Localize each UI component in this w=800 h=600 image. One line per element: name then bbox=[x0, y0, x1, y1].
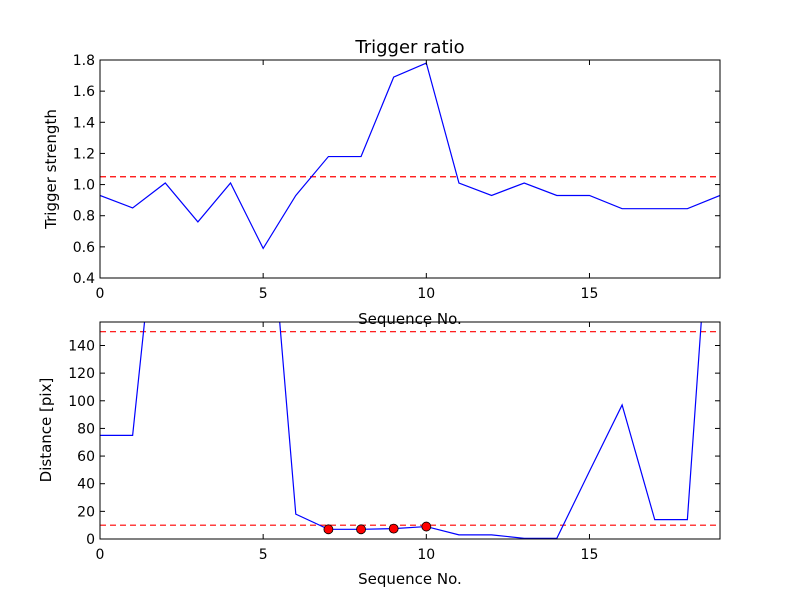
trigger-ratio-x-tick-label: 5 bbox=[259, 286, 268, 302]
distance-y-axis-label: Distance [pix] bbox=[37, 378, 55, 483]
trigger-ratio-y-tick-label: 0.4 bbox=[73, 271, 95, 287]
trigger-ratio-series-line bbox=[100, 62, 720, 250]
trigger-ratio-y-tick-label: 1.0 bbox=[73, 178, 95, 194]
distance-y-tick-label: 80 bbox=[77, 421, 95, 437]
distance-y-tick-label: 120 bbox=[68, 366, 95, 382]
trigger-ratio-y-tick-label: 1.4 bbox=[73, 115, 95, 131]
distance-y-tick-label: 40 bbox=[77, 477, 95, 493]
trigger-ratio-axes: Trigger ratio Sequence No. Trigger stren… bbox=[42, 37, 721, 328]
distance-x-tick-label: 10 bbox=[417, 547, 435, 563]
distance-y-tick-label: 20 bbox=[77, 504, 95, 520]
distance-y-tick-label: 0 bbox=[86, 532, 95, 548]
trigger-ratio-x-tick-label: 15 bbox=[581, 286, 599, 302]
data-point-marker bbox=[323, 524, 334, 535]
trigger-ratio-x-axis-label: Sequence No. bbox=[358, 310, 462, 328]
distance-y-tick-label: 100 bbox=[68, 394, 95, 410]
distance-axes-frame bbox=[99, 321, 721, 540]
distance-x-tick-label: 5 bbox=[259, 547, 268, 563]
data-point-marker bbox=[421, 521, 432, 532]
trigger-ratio-axes-frame bbox=[99, 59, 721, 279]
distance-x-tick-label: 15 bbox=[581, 547, 599, 563]
trigger-ratio-x-tick-label: 10 bbox=[417, 286, 435, 302]
trigger-ratio-x-tick-label: 0 bbox=[96, 286, 105, 302]
distance-y-tick-label: 60 bbox=[77, 449, 95, 465]
trigger-ratio-y-axis-label: Trigger strength bbox=[42, 109, 60, 230]
trigger-ratio-title: Trigger ratio bbox=[354, 37, 464, 58]
trigger-ratio-plot-area bbox=[100, 62, 720, 250]
distance-y-tick-label: 140 bbox=[68, 338, 95, 354]
trigger-ratio-y-tick-label: 1.2 bbox=[73, 146, 95, 162]
trigger-ratio-y-tick-label: 0.6 bbox=[73, 240, 95, 256]
data-point-marker bbox=[356, 524, 366, 535]
data-point-marker bbox=[388, 523, 399, 534]
distance-axes: Sequence No. Distance [pix] 0 5 10 15 0 20 40 6… bbox=[37, 321, 721, 588]
trigger-ratio-y-tick-label: 1.8 bbox=[73, 53, 95, 69]
trigger-ratio-ticks: 0 5 10 15 0.4 0.6 0.8 1.0 1.2 1.4 1.6 1.8 bbox=[73, 53, 720, 302]
trigger-ratio-y-tick-label: 0.8 bbox=[73, 209, 95, 225]
distance-series-line bbox=[100, 322, 702, 539]
trigger-ratio-y-tick-label: 1.6 bbox=[73, 84, 95, 100]
distance-x-axis-label: Sequence No. bbox=[358, 570, 462, 588]
distance-x-tick-label: 0 bbox=[96, 547, 105, 563]
distance-ticks: 0 5 10 15 0 20 40 60 80 100 120 140 bbox=[68, 322, 720, 563]
distance-plot-area bbox=[100, 322, 720, 539]
